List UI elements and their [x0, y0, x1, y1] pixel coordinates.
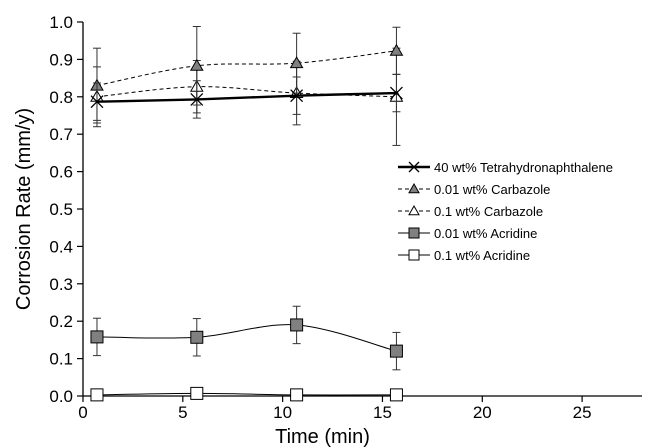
x-marker — [290, 89, 304, 103]
y-tick-label: 0.2 — [49, 312, 73, 331]
series-layer — [90, 25, 404, 402]
triangle-marker — [408, 204, 420, 216]
y-tick-label: 0.9 — [49, 50, 73, 69]
triangle-marker — [389, 43, 404, 56]
y-tick-label: 0.0 — [49, 387, 73, 406]
triangle-marker — [289, 56, 304, 69]
legend-label: 0.01 wt% Carbazole — [434, 182, 550, 197]
series-0 — [90, 73, 403, 121]
legend-label: 0.1 wt% Acridine — [434, 248, 530, 263]
x-marker — [90, 95, 104, 109]
y-tick-label: 0.6 — [49, 163, 73, 182]
y-tick-label: 0.4 — [49, 237, 73, 256]
square-marker — [290, 318, 304, 332]
legend-label: 0.01 wt% Acridine — [434, 226, 537, 241]
x-axis-title: Time (min) — [275, 426, 370, 448]
series-1 — [90, 25, 404, 124]
series-line — [96, 324, 397, 352]
legend-item: 40 wt% Tetrahydronaphthalene — [398, 160, 613, 175]
series-line — [96, 50, 397, 87]
series-3 — [90, 305, 403, 371]
legend-label: 40 wt% Tetrahydronaphthalene — [434, 160, 613, 175]
square-marker — [290, 388, 304, 402]
series-line — [96, 91, 397, 103]
legend-item: 0.01 wt% Carbazole — [398, 182, 550, 197]
y-tick-label: 1.0 — [49, 13, 73, 32]
x-ticks: 0 5 10 15 20 25 — [78, 396, 592, 422]
legend: 40 wt% Tetrahydronaphthalene 0.01 wt% Car… — [398, 160, 613, 263]
x-tick-label: 10 — [273, 403, 292, 422]
y-tick-label: 0.5 — [49, 200, 73, 219]
y-tick-label: 0.1 — [49, 350, 73, 369]
y-axis-title: Corrosion Rate (mm/y) — [13, 108, 35, 310]
y-tick-label: 0.3 — [49, 275, 73, 294]
x-tick-label: 0 — [78, 403, 87, 422]
y-ticks: 0.0 0.1 0.2 0.3 0.4 0.5 0.6 0.7 0.8 0.9 1.0 — [49, 13, 83, 406]
triangle-marker — [189, 58, 204, 71]
square-marker — [90, 388, 104, 402]
square-marker — [389, 388, 403, 402]
y-tick-label: 0.7 — [49, 125, 73, 144]
square-marker — [190, 386, 204, 400]
x-marker — [408, 161, 420, 173]
x-tick-label: 20 — [473, 403, 492, 422]
legend-item: 0.1 wt% Acridine — [398, 248, 530, 263]
square-marker — [90, 330, 104, 344]
series-4 — [90, 386, 403, 402]
legend-label: 0.1 wt% Carbazole — [434, 204, 543, 219]
series-line — [96, 392, 397, 396]
square-marker — [408, 227, 420, 239]
square-marker — [389, 344, 403, 358]
square-marker — [408, 249, 420, 261]
x-tick-label: 25 — [573, 403, 592, 422]
x-tick-label: 5 — [178, 403, 187, 422]
axes: 0 5 10 15 20 25 0.00.10.20.30.40.50.60.70.80.… — [49, 13, 642, 422]
x-tick-label: 15 — [373, 403, 392, 422]
y-tick-label: 0.8 — [49, 88, 73, 107]
x-marker — [389, 86, 403, 100]
x-marker — [190, 92, 204, 106]
legend-item: 0.1 wt% Carbazole — [398, 204, 543, 219]
square-marker — [190, 330, 204, 344]
legend-item: 0.01 wt% Acridine — [398, 226, 537, 241]
triangle-marker — [408, 182, 420, 194]
